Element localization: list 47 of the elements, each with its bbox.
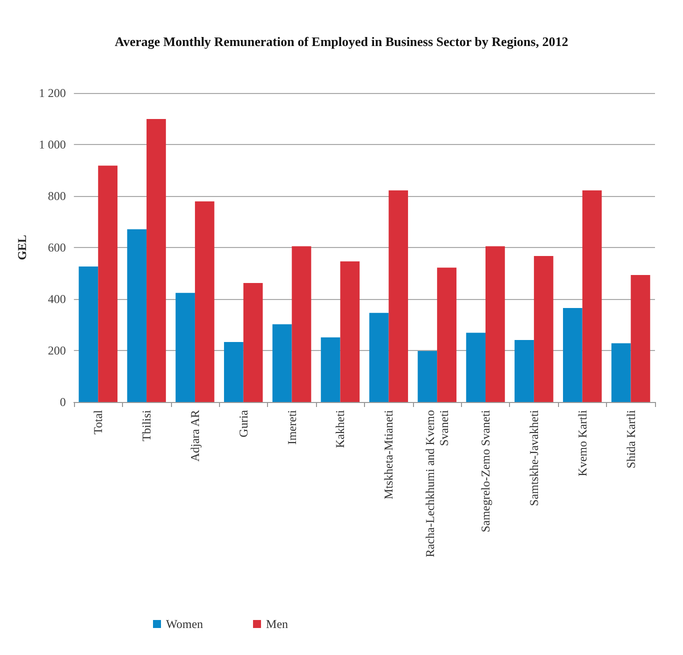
bar — [243, 283, 263, 402]
bar — [534, 256, 554, 402]
bar — [176, 292, 195, 402]
bar — [582, 190, 602, 402]
x-tick-label: Adjara AR — [188, 410, 202, 462]
y-axis-title: GEL — [15, 234, 29, 260]
x-tick-label: Imereti — [284, 409, 299, 445]
bar — [514, 340, 534, 402]
y-tick-label: 600 — [48, 240, 66, 254]
legend-label: Men — [266, 617, 288, 631]
bar — [630, 275, 650, 402]
y-tick-label: 200 — [48, 344, 66, 358]
y-tick-label: 1 200 — [38, 86, 66, 100]
bar — [369, 312, 389, 402]
bar — [292, 246, 312, 402]
bar — [98, 166, 118, 402]
x-tick-label: Kvemo Kartli — [575, 409, 590, 476]
bar — [486, 246, 505, 402]
bar — [78, 266, 98, 402]
x-tick-label: Tbilisi — [140, 409, 154, 442]
bar — [127, 229, 147, 402]
bar — [562, 308, 582, 402]
chart-title: Average Monthly Remuneration of Employed in Business Sector by Regions, 2012 — [114, 34, 568, 49]
y-tick-label: 0 — [60, 395, 66, 409]
bar — [611, 343, 631, 402]
y-tick-label: 400 — [48, 292, 66, 306]
x-tick-label: Samtskhe-Javakheti — [526, 409, 541, 506]
x-tick-label: Guria — [236, 409, 250, 438]
x-tick-label: Kakheti — [333, 409, 348, 448]
bar — [388, 190, 408, 402]
legend-label: Women — [166, 617, 204, 631]
bar — [418, 351, 438, 402]
x-tick-label: Shida Kartli — [624, 409, 638, 468]
y-tick-label: 1 000 — [38, 138, 66, 152]
x-tick-label: Samegrelo-Zemo Svaneti — [478, 409, 493, 532]
bar — [466, 332, 486, 402]
x-tick-label: Racha-Lechkhumi and Kvemo Svaneti — [423, 409, 452, 558]
bar — [340, 261, 360, 402]
bar — [146, 119, 166, 402]
bar — [224, 342, 244, 402]
bar — [272, 324, 292, 402]
x-tick-label: Total — [91, 409, 106, 434]
bar — [194, 201, 214, 402]
bar — [437, 268, 456, 402]
bar — [320, 337, 340, 402]
y-tick-label: 800 — [48, 189, 66, 203]
x-tick-label: Mtskheta-Mtianeti — [382, 409, 396, 500]
